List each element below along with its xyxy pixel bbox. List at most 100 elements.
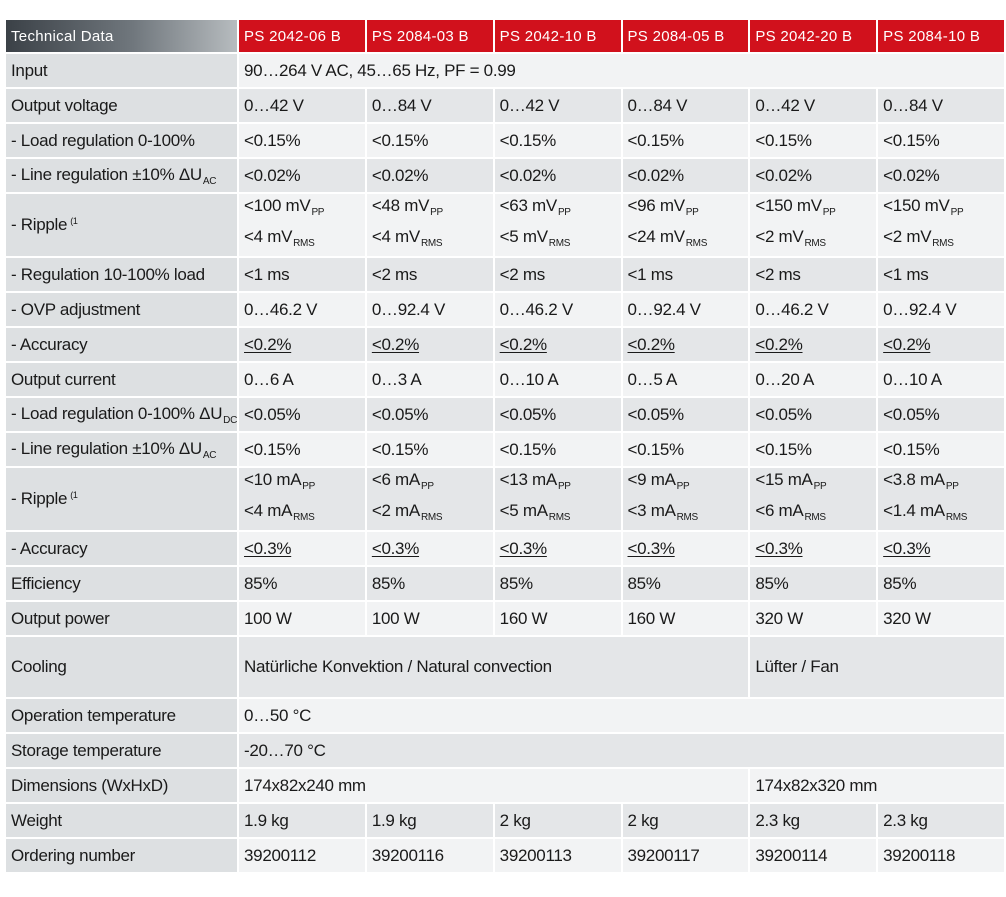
cell-cooling-fan: Lüfter / Fan <box>750 637 1004 697</box>
value-cell: <0.15% <box>366 124 493 157</box>
ripple-cell: <9 mAPP <3 mARMS <box>622 468 749 530</box>
value-cell: <0.2% <box>622 328 749 361</box>
ripple-pp-line: <63 mVPP <box>500 194 621 225</box>
value-cell: <0.15% <box>750 433 877 466</box>
value-text: <0.3% <box>755 538 803 558</box>
ripple-pp-unit: PP <box>950 207 964 218</box>
model-header: PS 2084-05 B <box>622 20 749 52</box>
value-cell: 85% <box>878 567 1004 600</box>
value-cell: 2 kg <box>494 804 621 837</box>
ripple-pp-value: <10 mA <box>244 470 302 489</box>
row-dimensions: Dimensions (WxHxD) 174x82x240 mm 174x82x… <box>6 769 1004 802</box>
value-cell: <0.05% <box>494 398 621 431</box>
label-text: - Ripple <box>11 215 68 234</box>
ripple-rms-unit: RMS <box>548 238 571 249</box>
value-cell: 2.3 kg <box>750 804 877 837</box>
ripple-rms-unit: RMS <box>685 238 708 249</box>
value-text: <0.2% <box>499 334 547 354</box>
cell-operation-temperature: 0…50 °C <box>239 699 1004 732</box>
value-cell: 39200118 <box>878 839 1004 872</box>
value-cell: <0.02% <box>622 159 749 192</box>
value-cell: <0.15% <box>622 124 749 157</box>
ripple-rms-value: <2 mV <box>755 227 804 246</box>
ripple-pp-line: <48 mVPP <box>372 194 493 225</box>
label-text: - Ripple <box>11 489 68 508</box>
row-label: - Line regulation ±10% ΔUAC <box>6 433 238 466</box>
label-text: - Load regulation 0-100% ΔU <box>11 403 223 423</box>
ripple-rms-value: <2 mV <box>883 227 932 246</box>
row-label: Operation temperature <box>6 699 238 732</box>
row-current-accuracy: - Accuracy <0.3% <0.3% <0.3% <0.3% <0.3% <0.3… <box>6 532 1004 565</box>
ripple-rms-line: <4 mVRMS <box>244 225 365 256</box>
header-corner: Technical Data <box>6 20 238 52</box>
ripple-rms-line: <6 mARMS <box>755 499 876 530</box>
value-text: <0.2% <box>244 334 292 354</box>
ripple-pp-line: <150 mVPP <box>883 194 1004 225</box>
value-cell: 39200113 <box>494 839 621 872</box>
value-text: <0.3% <box>371 538 420 558</box>
value-cell: 85% <box>750 567 877 600</box>
row-label: Ordering number <box>6 839 238 872</box>
ripple-cell: <6 mAPP <2 mARMS <box>366 468 493 530</box>
row-regulation-time: - Regulation 10-100% load <1 ms <2 ms <2 m… <box>6 258 1004 291</box>
row-ovp-adjustment: - OVP adjustment 0…46.2 V 0…92.4 V 0…46.2 … <box>6 293 1004 326</box>
cell-cooling-natural: Natürliche Konvektion / Natural convecti… <box>239 637 749 697</box>
ripple-pp-line: <150 mVPP <box>755 194 876 225</box>
row-label: Dimensions (WxHxD) <box>6 769 238 802</box>
ripple-pp-unit: PP <box>557 207 571 218</box>
value-cell: 0…42 V <box>239 89 365 122</box>
ripple-pp-value: <150 mV <box>883 196 950 215</box>
ripple-rms-line: <4 mARMS <box>244 499 365 530</box>
row-label: - Ripple (1 <box>6 468 238 530</box>
label-text: - Line regulation ±10% ΔU <box>11 164 202 184</box>
value-cell: 2.3 kg <box>878 804 1004 837</box>
row-input: Input 90…264 V AC, 45…65 Hz, PF = 0.99 <box>6 54 1004 87</box>
ripple-pp-line: <100 mVPP <box>244 194 365 225</box>
ripple-rms-value: <6 mA <box>755 501 804 520</box>
value-cell: 160 W <box>494 602 621 635</box>
ripple-rms-unit: RMS <box>676 512 699 523</box>
ripple-pp-value: <63 mV <box>499 196 558 215</box>
value-cell: 0…84 V <box>878 89 1004 122</box>
value-cell: 0…46.2 V <box>239 293 365 326</box>
value-cell: 85% <box>494 567 621 600</box>
ripple-pp-unit: PP <box>813 481 827 492</box>
value-cell: <0.05% <box>622 398 749 431</box>
row-voltage-load-regulation: - Load regulation 0-100% <0.15% <0.15% <0.… <box>6 124 1004 157</box>
value-cell: <0.15% <box>366 433 493 466</box>
value-cell: 0…46.2 V <box>494 293 621 326</box>
value-cell: <1 ms <box>622 258 749 291</box>
row-voltage-accuracy: - Accuracy <0.2% <0.2% <0.2% <0.2% <0.2% <0.2… <box>6 328 1004 361</box>
label-subscript: AC <box>202 175 217 187</box>
value-cell: 0…10 A <box>878 363 1004 396</box>
value-cell: 0…84 V <box>366 89 493 122</box>
value-cell: <0.3% <box>878 532 1004 565</box>
row-voltage-ripple: - Ripple (1 <100 mVPP <4 mVRMS <48 mVPP <4 m… <box>6 194 1004 256</box>
value-cell: <0.3% <box>494 532 621 565</box>
ripple-cell: <96 mVPP <24 mVRMS <box>622 194 749 256</box>
ripple-pp-value: <48 mV <box>371 196 430 215</box>
row-weight: Weight 1.9 kg 1.9 kg 2 kg 2 kg 2.3 kg 2.3 kg <box>6 804 1004 837</box>
ripple-rms-value: <1.4 mA <box>883 501 945 520</box>
ripple-rms-line: <1.4 mARMS <box>883 499 1004 530</box>
value-cell: <0.15% <box>622 433 749 466</box>
value-cell: <0.3% <box>366 532 493 565</box>
ripple-rms-line: <2 mVRMS <box>755 225 876 256</box>
cell-dimensions-large: 174x82x320 mm <box>750 769 1004 802</box>
value-cell: 85% <box>366 567 493 600</box>
row-output-current: Output current 0…6 A 0…3 A 0…10 A 0…5 A 0…20… <box>6 363 1004 396</box>
ripple-rms-unit: RMS <box>804 238 826 249</box>
value-cell: <0.2% <box>494 328 621 361</box>
technical-data-sheet: Technical Data PS 2042-06 B PS 2084-03 B… <box>4 18 1006 874</box>
value-cell: 100 W <box>366 602 493 635</box>
value-cell: 0…92.4 V <box>878 293 1004 326</box>
ripple-pp-value: <96 mV <box>627 196 686 215</box>
value-text: <0.3% <box>244 538 292 558</box>
ripple-pp-unit: PP <box>557 481 571 492</box>
value-cell: 320 W <box>750 602 877 635</box>
value-cell: <2 ms <box>494 258 621 291</box>
value-cell: <0.2% <box>366 328 493 361</box>
value-cell: <0.05% <box>750 398 877 431</box>
value-cell: 0…42 V <box>494 89 621 122</box>
value-cell: 100 W <box>239 602 365 635</box>
